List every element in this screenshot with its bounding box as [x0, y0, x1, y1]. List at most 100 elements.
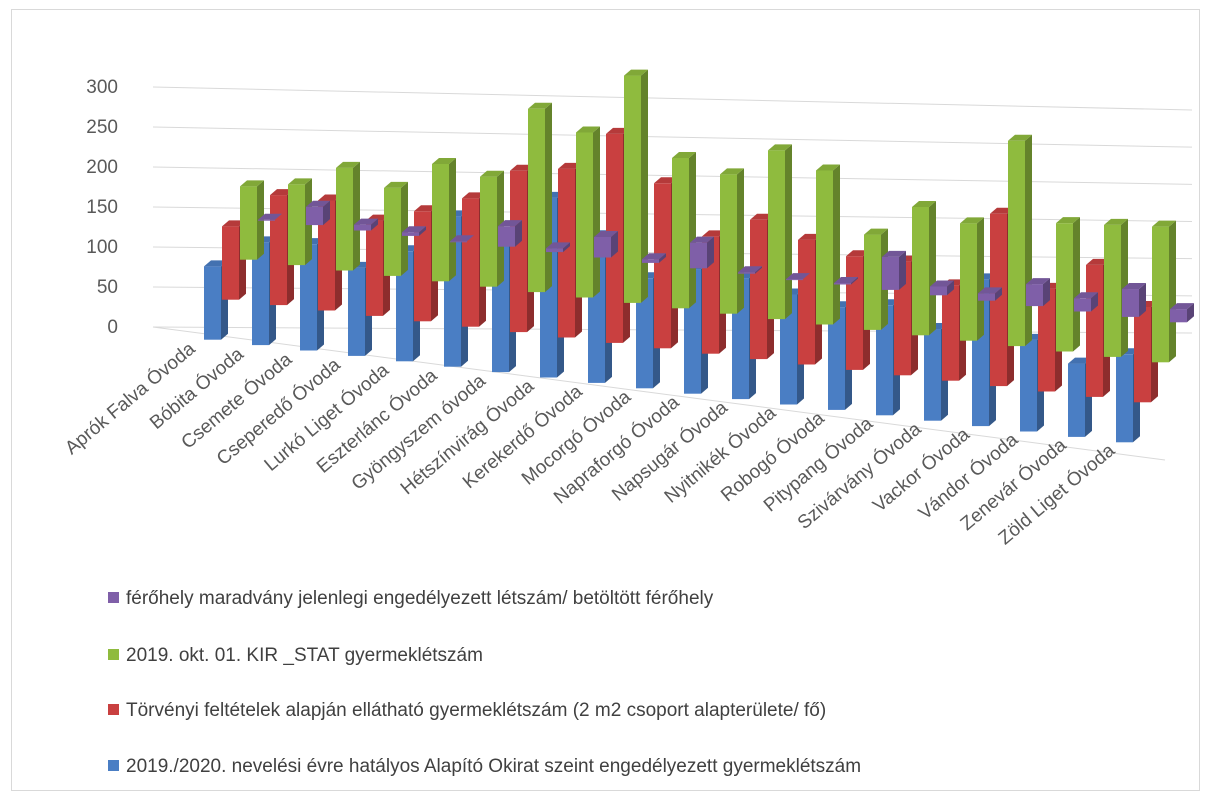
bar — [558, 168, 575, 338]
legend-label: 2019./2020. nevelési évre hatályos Alapí… — [126, 756, 862, 777]
bar — [414, 211, 431, 322]
bar-top — [816, 164, 840, 171]
bar — [288, 184, 305, 266]
bar-top — [258, 213, 282, 220]
bar — [300, 244, 317, 351]
bar — [498, 226, 515, 247]
bar-top — [1008, 134, 1032, 141]
bar — [270, 195, 287, 306]
bar-side — [371, 218, 378, 231]
bar-top — [786, 273, 810, 280]
bar — [1008, 140, 1025, 347]
bar — [1074, 298, 1091, 312]
y-tick-label: 200 — [86, 157, 118, 178]
legend-label: Törvényi feltételek alapján ellátható gy… — [126, 700, 827, 721]
bar-top — [594, 230, 618, 237]
y-tick-label: 250 — [86, 117, 118, 138]
bar — [258, 219, 275, 221]
bar — [816, 170, 833, 325]
bar — [318, 200, 335, 311]
bar — [1134, 306, 1151, 403]
legend-swatch — [108, 760, 119, 771]
bar-top — [960, 217, 984, 224]
bar — [828, 307, 845, 410]
bar — [204, 266, 221, 340]
bar — [876, 305, 893, 416]
bar — [306, 206, 323, 226]
bar-side — [659, 253, 666, 263]
floor-edge — [152, 326, 1166, 461]
bar — [786, 279, 803, 281]
bar-top — [480, 170, 504, 177]
bar — [1170, 309, 1187, 323]
bar — [366, 220, 383, 316]
bar-side — [1025, 134, 1032, 347]
bar-top — [1152, 220, 1176, 227]
bar-side — [419, 226, 426, 236]
bar-top — [912, 200, 936, 207]
bar — [396, 251, 413, 362]
bar — [924, 329, 941, 421]
bar — [624, 75, 641, 303]
bar-side — [851, 277, 858, 285]
bar-top — [402, 226, 426, 233]
bar-top — [1056, 217, 1080, 224]
bar — [642, 259, 659, 263]
bar-side — [899, 250, 906, 290]
bar — [912, 206, 929, 336]
bar-top — [1170, 303, 1194, 310]
bar — [846, 256, 863, 370]
legend-swatch — [108, 649, 119, 660]
bar — [1122, 289, 1139, 317]
bar — [1104, 224, 1121, 357]
bar-side — [977, 217, 984, 341]
bar — [252, 242, 269, 346]
bar-top — [240, 180, 264, 187]
bar-side — [449, 157, 456, 282]
bar — [768, 150, 785, 320]
bar-side — [641, 69, 648, 303]
bar-top — [336, 161, 360, 168]
bar — [450, 241, 467, 243]
bar-top — [834, 277, 858, 284]
bar — [990, 213, 1007, 387]
bar-side — [689, 151, 696, 309]
legend-label: 2019. okt. 01. KIR _STAT gyermeklétszám — [126, 645, 483, 666]
legend-item: 2019. okt. 01. KIR _STAT gyermeklétszám — [108, 645, 483, 667]
bar — [960, 223, 977, 341]
bar-side — [563, 242, 570, 253]
bar — [780, 294, 797, 405]
bar-top — [1122, 283, 1146, 290]
bar — [222, 226, 239, 300]
bar — [1116, 354, 1133, 443]
bar — [348, 267, 365, 356]
bar — [1152, 226, 1169, 363]
bar — [1020, 339, 1037, 432]
bar — [336, 167, 353, 271]
bar-side — [515, 220, 522, 247]
bar-side — [1187, 303, 1194, 323]
bar — [402, 232, 419, 236]
bar — [942, 285, 959, 381]
bar — [432, 163, 449, 282]
bar — [978, 293, 995, 301]
bar-top — [864, 228, 888, 235]
bar-side — [323, 200, 330, 226]
bar-top — [930, 280, 954, 287]
bar — [462, 198, 479, 327]
bar — [798, 239, 815, 365]
legend-item: Törvényi feltételek alapján ellátható gy… — [108, 700, 1148, 722]
bar — [1038, 288, 1055, 392]
y-tick-label: 50 — [97, 277, 118, 298]
bar-top — [720, 168, 744, 175]
legend-swatch — [108, 704, 119, 715]
legend-label: férőhely maradvány jelenlegi engedélyeze… — [126, 588, 714, 609]
bar-top — [1074, 292, 1098, 299]
bar — [1026, 284, 1043, 307]
gridline — [152, 126, 1193, 148]
bar-side — [707, 236, 714, 269]
bar-top — [690, 236, 714, 243]
bar-side — [947, 280, 954, 296]
bar — [690, 242, 707, 269]
bar — [654, 183, 671, 349]
